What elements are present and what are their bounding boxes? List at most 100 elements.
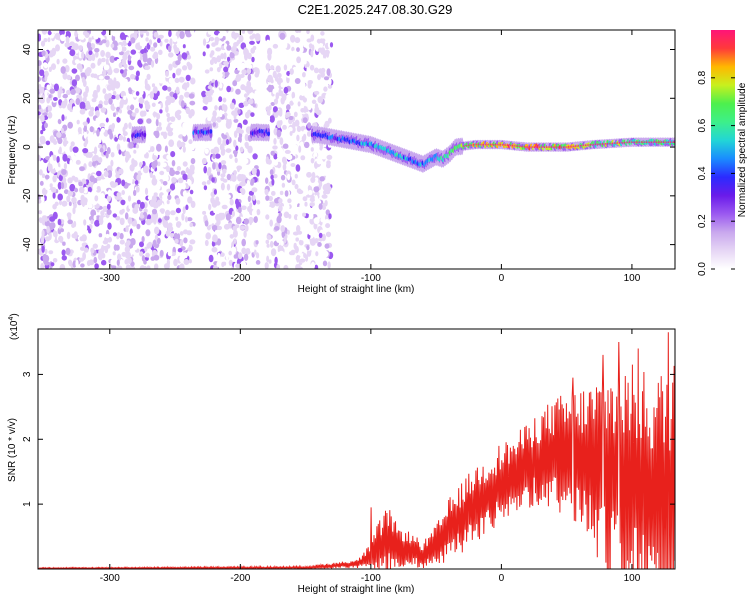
noise-cell (77, 127, 82, 134)
noise-cell (176, 166, 182, 171)
noise-cell (148, 39, 153, 46)
noise-cell (108, 97, 113, 105)
noise-cell (252, 194, 256, 201)
noise-cell (136, 174, 141, 181)
noise-cell (145, 103, 151, 110)
noise-cell (265, 39, 271, 48)
noise-cell (207, 76, 211, 83)
noise-cell (247, 195, 251, 202)
noise-cell (38, 76, 41, 83)
signal-peak-cell (619, 142, 621, 144)
noise-cell (225, 254, 229, 261)
noise-cell (294, 183, 299, 190)
noise-cell (94, 146, 98, 155)
noise-cell (249, 217, 253, 226)
noise-cell (133, 189, 137, 196)
noise-cell (113, 68, 120, 74)
noise-cell (233, 118, 239, 123)
signal-peak-cell (630, 141, 633, 143)
noise-cell (126, 70, 132, 75)
signal-peak-cell (500, 143, 502, 146)
noise-cell (271, 178, 275, 186)
noise-cell (90, 247, 95, 254)
noise-cell (241, 247, 247, 255)
noise-cell (120, 145, 126, 152)
noise-cell (53, 83, 60, 92)
noise-cell (61, 169, 67, 175)
noise-cell (277, 154, 282, 159)
noise-cell (142, 165, 149, 174)
noise-cell (210, 50, 215, 56)
noise-cell (155, 103, 161, 110)
noise-cell (319, 38, 325, 44)
noise-cell (182, 44, 186, 49)
signal-peak-cell (524, 146, 526, 148)
spectrogram-frame (37, 29, 676, 270)
noise-cell (237, 66, 243, 71)
noise-cell (215, 47, 222, 52)
noise-cell (283, 86, 289, 94)
noise-cell (165, 230, 171, 237)
noise-cell (213, 57, 218, 64)
noise-cell (227, 120, 232, 127)
signal-peak-cell (530, 146, 533, 148)
signal-peak-cell (585, 144, 587, 147)
noise-cell (247, 205, 252, 213)
colorbar-tick-label: 0.2 (697, 214, 708, 228)
spectrogram-xlabel: Height of straight line (km) (298, 284, 415, 295)
noise-cell (107, 93, 112, 98)
noise-cell (114, 182, 118, 187)
noise-cell (283, 64, 288, 71)
noise-cell (49, 125, 53, 131)
noise-cell (119, 217, 125, 226)
noise-cell (179, 263, 185, 269)
noise-cell (223, 61, 230, 66)
noise-cell (153, 86, 158, 94)
noise-cell (177, 54, 182, 62)
noise-cell (220, 53, 225, 60)
noise-cell (85, 104, 92, 110)
y-tick-label: 1 (22, 501, 33, 507)
noise-cell (69, 49, 76, 57)
signal-core-cell (143, 132, 147, 138)
noise-cell (130, 49, 137, 55)
noise-cell (314, 90, 320, 95)
signal-peak-cell (518, 145, 521, 148)
noise-cell (52, 175, 57, 183)
noise-cell (214, 38, 219, 46)
noise-cell (288, 251, 294, 256)
noise-cell (280, 240, 284, 246)
noise-cell (256, 169, 260, 177)
noise-cell (162, 85, 168, 91)
noise-cell (152, 53, 159, 60)
noise-cell (275, 92, 280, 100)
noise-cell (323, 76, 330, 81)
spectrogram-ylabel: Frequency (Hz) (7, 116, 18, 185)
noise-cell (310, 34, 315, 42)
noise-cell (109, 55, 116, 63)
noise-cell (168, 77, 173, 84)
noise-cell (249, 35, 254, 40)
noise-cell (115, 94, 120, 100)
noise-cell (164, 145, 168, 153)
noise-cell (110, 159, 114, 167)
noise-cell (85, 85, 89, 94)
noise-cell (247, 145, 253, 154)
noise-cell (150, 260, 156, 265)
noise-cell (326, 68, 331, 76)
noise-cell (314, 264, 319, 269)
noise-cell (49, 183, 53, 188)
noise-cell (226, 114, 232, 120)
noise-cell (185, 107, 191, 115)
noise-cell (235, 145, 239, 151)
noise-cell (131, 158, 135, 166)
noise-cell (207, 85, 213, 90)
noise-cell (238, 206, 242, 214)
signal-peak-cell (513, 145, 516, 147)
noise-cell (285, 254, 291, 259)
noise-cell (78, 181, 83, 187)
noise-cell (226, 183, 231, 191)
noise-cell (310, 147, 314, 152)
noise-cell (282, 124, 287, 130)
